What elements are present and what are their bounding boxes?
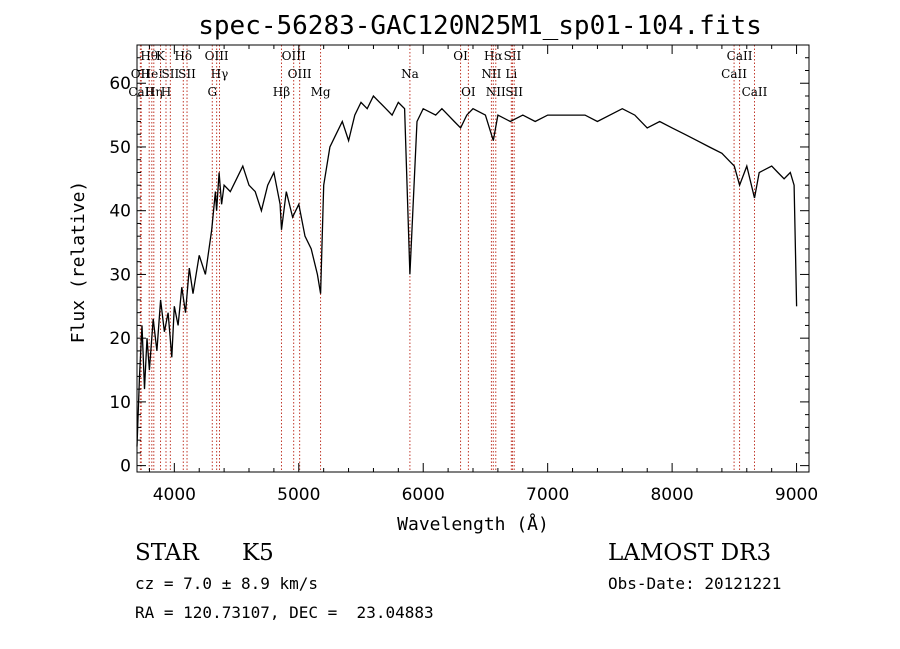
y-tick-label: 40: [109, 202, 131, 222]
line-marker-label: HeI: [141, 67, 164, 81]
y-tick-label: 10: [109, 393, 131, 413]
line-marker-label: NII: [486, 85, 506, 99]
line-marker-label: SII: [178, 67, 196, 81]
line-marker-label: CaII: [727, 49, 753, 63]
coordinates: RA = 120.73107, DEC = 23.04883: [135, 603, 434, 622]
object-class: STAR: [135, 540, 199, 566]
x-tick-label: 6000: [402, 485, 445, 505]
x-tick-label: 5000: [277, 485, 320, 505]
x-tick-label: 7000: [526, 485, 569, 505]
spectrum-layer: [136, 94, 798, 447]
line-marker-label: K: [156, 49, 166, 63]
line-marker-label: CaII: [742, 85, 768, 99]
line-marker-label: Hη: [145, 85, 163, 99]
y-axis-label: Flux (relative): [68, 181, 89, 344]
line-marker-label: OI: [453, 49, 468, 63]
y-tick-label: 0: [120, 457, 131, 477]
line-marker-label: Hα: [484, 49, 503, 63]
y-tick-label: 30: [109, 265, 131, 285]
line-marker-label: SII: [505, 85, 523, 99]
line-marker-label: Hγ: [211, 67, 229, 81]
x-axis-label: Wavelength (Å): [397, 513, 549, 535]
object-subclass: K5: [242, 540, 274, 566]
line-marker-label: CaII: [721, 67, 747, 81]
y-tick-label: 20: [109, 329, 131, 349]
y-tick-label: 60: [109, 74, 131, 94]
line-marker-label: OII: [131, 67, 151, 81]
line-marker-label: OIII: [288, 67, 312, 81]
observation-date: Obs-Date: 20121221: [608, 574, 782, 593]
line-marker-label: Li: [505, 67, 517, 81]
y-tick-label: 50: [109, 138, 131, 158]
redshift-velocity: cz = 7.0 ± 8.9 km/s: [135, 574, 319, 593]
line-marker-label: Hδ: [174, 49, 192, 63]
line-marker-label: OIII: [282, 49, 306, 63]
x-tick-label: 9000: [775, 485, 818, 505]
spectrum-line: [136, 94, 798, 447]
line-marker-label: Na: [401, 67, 419, 81]
x-tick-label: 4000: [153, 485, 196, 505]
line-marker-label: SII: [504, 49, 522, 63]
x-axis: 4000 5000 6000 7000 8000 9000: [148, 45, 818, 505]
line-marker-label: CaII: [128, 85, 154, 99]
line-marker-label: Mg: [311, 85, 331, 99]
line-marker-label: OIII: [205, 49, 229, 63]
line-marker-label: Hβ: [273, 85, 290, 99]
line-marker-label: SII: [161, 67, 179, 81]
y-axis: 0 10 20 30 40 50 60: [109, 57, 809, 477]
line-marker-label: G: [207, 85, 217, 99]
x-tick-label: 8000: [650, 485, 693, 505]
survey-name: LAMOST DR3: [608, 540, 772, 566]
chart-title: spec-56283-GAC120N25M1_sp01-104.fits: [198, 11, 762, 41]
line-marker-label: NII: [481, 67, 501, 81]
line-marker-label: OI: [461, 85, 476, 99]
line-marker-label: H: [161, 85, 171, 99]
